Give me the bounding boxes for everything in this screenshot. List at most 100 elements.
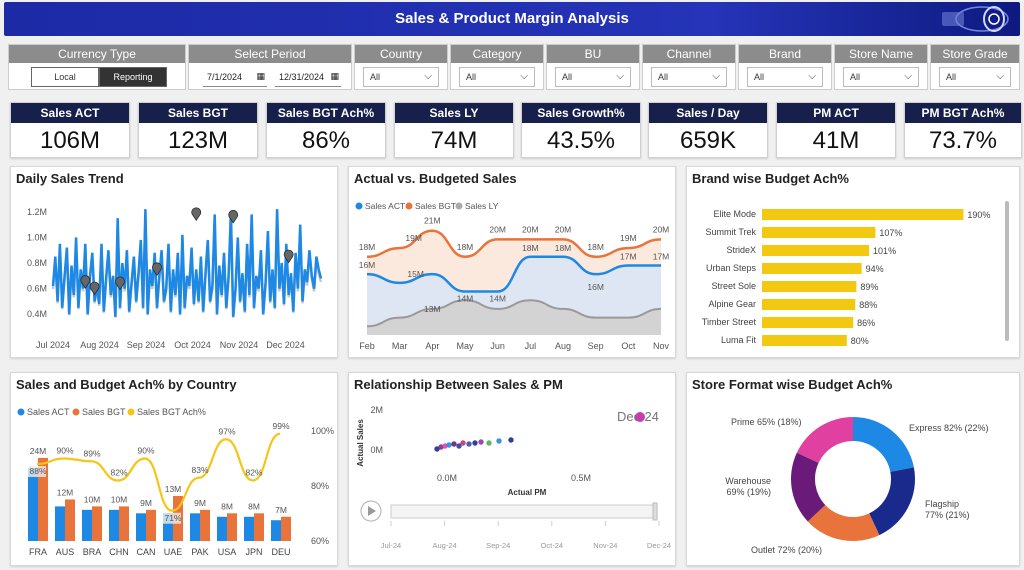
x-tick-label: May: [456, 341, 474, 351]
donut-slice: [791, 452, 826, 522]
series-line-ach: [36, 432, 281, 512]
country-sales-chart[interactable]: Sales ACT Sales BGT Sales BGT Ach% 100% 80% 6…: [11, 373, 339, 567]
chevron-down-icon: ⌵: [520, 71, 528, 82]
data-label-bgt: 19M: [405, 233, 422, 243]
bar: [762, 227, 876, 238]
scatter-point: [451, 441, 457, 447]
data-label: 12M: [57, 487, 74, 497]
category-label: Summit Trek: [705, 227, 756, 237]
bar-act: [82, 509, 92, 541]
bar-bgt: [227, 513, 237, 541]
donut-slice: [869, 467, 915, 536]
brand-label: Brand: [739, 45, 831, 63]
x-tick-label: Oct 2024: [174, 340, 211, 350]
select-period-filter: Select Period 7/1/2024 ▦ 12/31/2024 ▦: [188, 44, 352, 90]
timeline-label: Dec-24: [647, 541, 671, 550]
store-grade-dropdown[interactable]: All ⌵: [939, 67, 1011, 87]
bar: [762, 209, 964, 220]
bar-bgt: [200, 509, 210, 541]
label-bg: [163, 512, 181, 524]
x-tick-label: Oct: [621, 341, 636, 351]
x-tick-label: FRA: [29, 547, 47, 557]
category-label: Street Sole: [711, 281, 756, 291]
chevron-down-icon: ⌵: [616, 71, 624, 82]
data-label: 8M: [248, 501, 260, 511]
chevron-down-icon: ⌵: [712, 71, 720, 82]
play-icon: [368, 506, 376, 516]
sales-pm-scatter-chart[interactable]: Actual Sales 2M 0M 0.0M 0.5M Actual PM Dec-24 J…: [349, 373, 677, 567]
bu-value: All: [562, 72, 573, 82]
kpi-value: 73.7%: [928, 127, 998, 154]
data-label-act: 18M: [522, 243, 539, 253]
kpi-sales-bgt-ach: Sales BGT Ach% 86%: [266, 102, 386, 158]
legend-dot: [455, 202, 463, 210]
x-tick-label: CHN: [109, 547, 129, 557]
data-label: 101%: [873, 246, 896, 256]
brand-dropdown[interactable]: All ⌵: [747, 67, 823, 87]
kpi-sales-ly: Sales LY 74M: [394, 102, 514, 158]
legend-label: Sales BGT: [82, 407, 126, 417]
bar-bgt: [119, 506, 129, 541]
legend-dot: [127, 408, 135, 416]
y-tick-label: 1.0M: [27, 232, 47, 242]
data-label-act: 17M: [653, 251, 670, 261]
start-date-input[interactable]: 7/1/2024 ▦: [203, 69, 267, 87]
bar-bgt: [38, 457, 48, 541]
bar: [762, 245, 870, 256]
store-name-filter: Store Name All ⌵: [834, 44, 928, 90]
y2-tick-label: 60%: [311, 536, 329, 546]
bu-dropdown[interactable]: All ⌵: [555, 67, 631, 87]
legend-dot: [405, 202, 413, 210]
store-grade-label: Store Grade: [931, 45, 1019, 63]
channel-label: Channel: [643, 45, 735, 63]
x-tick-label: Nov: [653, 341, 670, 351]
data-label: 7M: [275, 505, 287, 515]
daily-sales-chart[interactable]: 1.2M 1.0M 0.8M 0.6M 0.4M Jul 2024 Aug 2024 Sep …: [11, 167, 339, 359]
bu-label: BU: [547, 45, 639, 63]
channel-dropdown[interactable]: All ⌵: [651, 67, 727, 87]
chevron-down-icon: ⌵: [996, 71, 1004, 82]
scatter-point: [460, 440, 466, 446]
ach-label: 83%: [191, 465, 208, 475]
bar: [762, 281, 857, 292]
actual-vs-budget-chart[interactable]: Sales ACT Sales BGT Sales LY18M19M21M18M20…: [349, 167, 677, 359]
timeline-handle: [652, 502, 658, 521]
ach-label: 97%: [218, 426, 235, 436]
legend-dot: [355, 202, 363, 210]
legend-label: Sales ACT: [365, 201, 405, 211]
scatter-point: [446, 442, 452, 448]
bar-act: [136, 513, 146, 541]
timeline-track: [390, 504, 658, 519]
bar: [762, 299, 856, 310]
data-label-act: 16M: [359, 260, 376, 270]
store-name-value: All: [850, 72, 861, 82]
play-axis-dot: [635, 412, 645, 422]
area-ly: [367, 300, 661, 335]
x-tick-label: Nov 2024: [220, 340, 259, 350]
ach-label: 88%: [29, 466, 46, 476]
category-dropdown[interactable]: All ⌵: [459, 67, 535, 87]
brand-budget-chart[interactable]: Elite Mode 190% Summit Trek 107% StrideX 101%…: [687, 167, 1021, 359]
scatter-point: [434, 446, 440, 452]
ach-label: 71%: [164, 513, 181, 523]
y-tick-label: 0M: [370, 445, 383, 455]
x-tick-label: Feb: [359, 341, 375, 351]
timeline-label: Sep-24: [486, 541, 510, 550]
end-date-input[interactable]: 12/31/2024 ▦: [275, 69, 341, 87]
kpi-label: PM BGT Ach%: [905, 103, 1021, 123]
kpi-value: 74M: [430, 127, 478, 154]
currency-local-toggle[interactable]: Local: [31, 67, 99, 87]
panel-title: Actual vs. Budgeted Sales: [354, 171, 517, 186]
country-dropdown[interactable]: All ⌵: [363, 67, 439, 87]
brand-value: All: [754, 72, 765, 82]
x-tick-label: DEU: [271, 547, 290, 557]
data-label-bgt: 18M: [359, 242, 376, 252]
bar: [762, 317, 854, 328]
y2-tick-label: 100%: [311, 426, 334, 436]
currency-reporting-toggle[interactable]: Reporting: [99, 67, 167, 87]
data-label-bgt: 18M: [457, 242, 474, 252]
kpi-sales-bgt: Sales BGT 123M: [138, 102, 258, 158]
data-label: 89%: [860, 282, 878, 292]
store-name-dropdown[interactable]: All ⌵: [843, 67, 919, 87]
